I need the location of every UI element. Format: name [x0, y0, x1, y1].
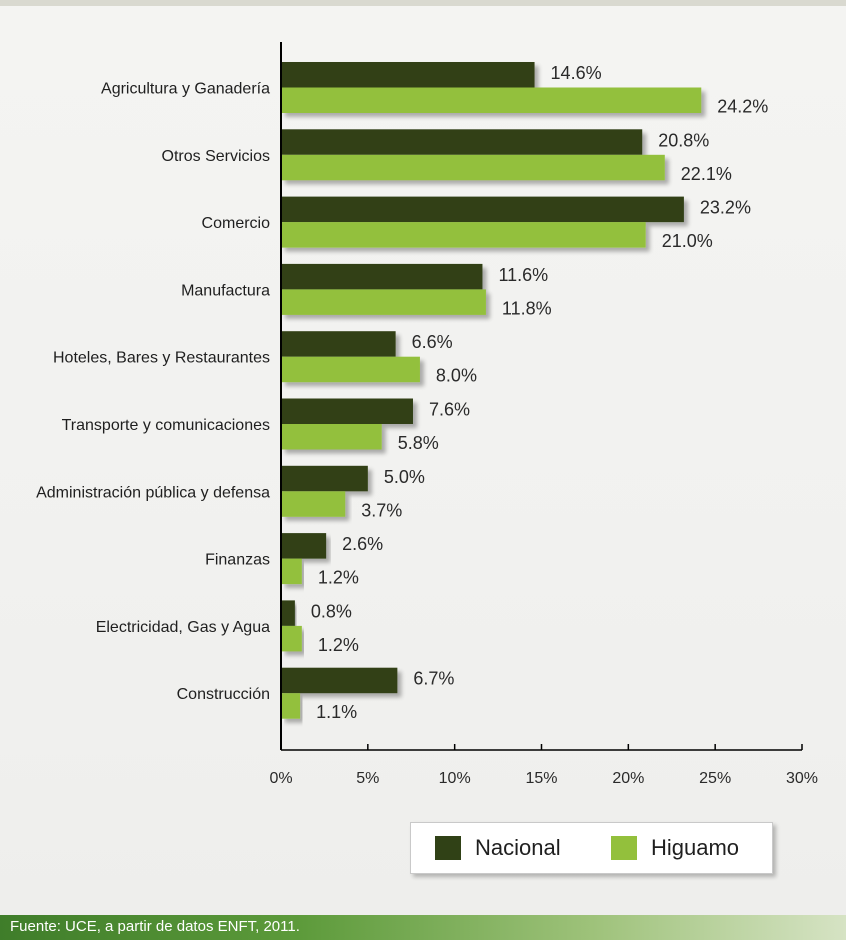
- value-label-nacional-transporte-y-comunicaciones: 7.6%: [429, 400, 470, 420]
- bar-nacional-construccion: [281, 667, 398, 694]
- bar-higuamo-agricultura-y-ganaderia: [281, 87, 702, 113]
- legend-label-higuamo: Higuamo: [651, 835, 740, 860]
- value-label-nacional-construccion: 6.7%: [413, 669, 454, 689]
- category-label-transporte-y-comunicaciones: Transporte y comunicaciones: [62, 417, 270, 434]
- chart-legend: Nacional Higuamo: [410, 822, 773, 874]
- value-label-higuamo-electricidad-gas-y-agua: 1.2%: [318, 635, 359, 655]
- value-label-nacional-manufactura: 11.6%: [498, 265, 548, 285]
- value-label-nacional-otros-servicios: 20.8%: [658, 130, 709, 150]
- bar-nacional-finanzas: [281, 533, 327, 559]
- legend-item-higuamo: Higuamo: [611, 835, 739, 861]
- category-label-agricultura-y-ganaderia: Agricultura y Ganadería: [101, 81, 270, 98]
- x-tick-label-10: 10%: [439, 770, 471, 787]
- bar-nacional-transporte-y-comunicaciones: [281, 398, 413, 424]
- bar-higuamo-finanzas: [281, 558, 302, 585]
- value-label-higuamo-administracion-publica-y-defensa: 3.7%: [361, 500, 402, 520]
- value-label-nacional-administracion-publica-y-defensa: 5.0%: [384, 467, 425, 487]
- x-tick-label-30: 30%: [786, 770, 818, 787]
- value-label-nacional-comercio: 23.2%: [700, 198, 751, 218]
- category-label-electricidad-gas-y-agua: Electricidad, Gas y Agua: [96, 619, 270, 636]
- bar-nacional-otros-servicios: [281, 129, 643, 155]
- bar-nacional-agricultura-y-ganaderia: [281, 62, 535, 88]
- bar-higuamo-electricidad-gas-y-agua: [281, 625, 302, 652]
- value-label-higuamo-manufactura: 11.8%: [502, 298, 552, 318]
- x-tick-label-15: 15%: [525, 770, 557, 787]
- value-label-higuamo-transporte-y-comunicaciones: 5.8%: [398, 433, 439, 453]
- bar-higuamo-comercio: [281, 222, 646, 248]
- value-label-nacional-hoteles-bares-y-restaurantes: 6.6%: [412, 332, 453, 352]
- value-label-higuamo-comercio: 21.0%: [662, 231, 713, 251]
- value-label-higuamo-finanzas: 1.2%: [318, 568, 359, 588]
- category-label-manufactura: Manufactura: [181, 282, 270, 299]
- x-tick-label-20: 20%: [612, 770, 644, 787]
- bar-higuamo-hoteles-bares-y-restaurantes: [281, 356, 420, 383]
- bar-chart: Agricultura y Ganadería 14.6% 24.2% Otros S…: [36, 42, 818, 787]
- bar-nacional-hoteles-bares-y-restaurantes: [281, 331, 396, 357]
- source-text: Fuente: UCE, a partir de datos ENFT, 201…: [10, 918, 300, 935]
- bar-nacional-manufactura: [281, 263, 483, 290]
- bar-higuamo-transporte-y-comunicaciones: [281, 424, 382, 450]
- legend-label-nacional: Nacional: [475, 835, 561, 860]
- value-label-higuamo-otros-servicios: 22.1%: [681, 164, 732, 184]
- bar-nacional-comercio: [281, 196, 684, 223]
- bar-higuamo-manufactura: [281, 289, 486, 315]
- value-label-nacional-agricultura-y-ganaderia: 14.6%: [551, 63, 602, 83]
- x-tick-label-5: 5%: [356, 770, 379, 787]
- top-rule: [0, 0, 846, 6]
- bar-higuamo-construccion: [281, 693, 301, 719]
- value-label-nacional-electricidad-gas-y-agua: 0.8%: [311, 601, 352, 621]
- value-label-higuamo-hoteles-bares-y-restaurantes: 8.0%: [436, 366, 477, 386]
- source-footer: Fuente: UCE, a partir de datos ENFT, 201…: [0, 915, 846, 940]
- bar-higuamo-administracion-publica-y-defensa: [281, 491, 346, 517]
- category-label-hoteles-bares-y-restaurantes: Hoteles, Bares y Restaurantes: [53, 350, 270, 367]
- x-tick-label-0: 0%: [269, 770, 292, 787]
- category-label-comercio: Comercio: [202, 215, 271, 232]
- x-tick-label-25: 25%: [699, 770, 731, 787]
- legend-item-nacional: Nacional: [435, 835, 561, 861]
- value-label-nacional-finanzas: 2.6%: [342, 534, 383, 554]
- category-label-otros-servicios: Otros Servicios: [162, 148, 270, 165]
- bar-higuamo-otros-servicios: [281, 154, 665, 181]
- bar-nacional-administracion-publica-y-defensa: [281, 465, 368, 492]
- value-label-higuamo-construccion: 1.1%: [316, 702, 357, 722]
- category-label-administracion-publica-y-defensa: Administración pública y defensa: [36, 484, 270, 501]
- legend-swatch-nacional: [435, 836, 461, 860]
- category-label-construccion: Construcción: [177, 686, 270, 703]
- bar-nacional-electricidad-gas-y-agua: [281, 600, 295, 626]
- value-label-higuamo-agricultura-y-ganaderia: 24.2%: [717, 97, 768, 117]
- category-label-finanzas: Finanzas: [205, 552, 270, 569]
- legend-swatch-higuamo: [611, 836, 637, 860]
